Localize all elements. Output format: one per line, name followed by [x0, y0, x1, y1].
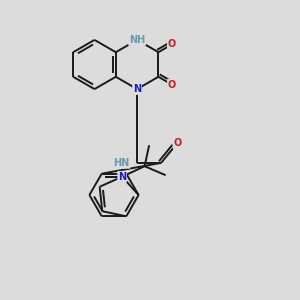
- Text: O: O: [168, 39, 176, 50]
- Text: O: O: [168, 80, 176, 90]
- Text: O: O: [173, 138, 182, 148]
- Text: N: N: [118, 172, 126, 182]
- Text: HN: HN: [113, 158, 130, 168]
- Text: N: N: [133, 84, 141, 94]
- Text: NH: NH: [129, 35, 145, 45]
